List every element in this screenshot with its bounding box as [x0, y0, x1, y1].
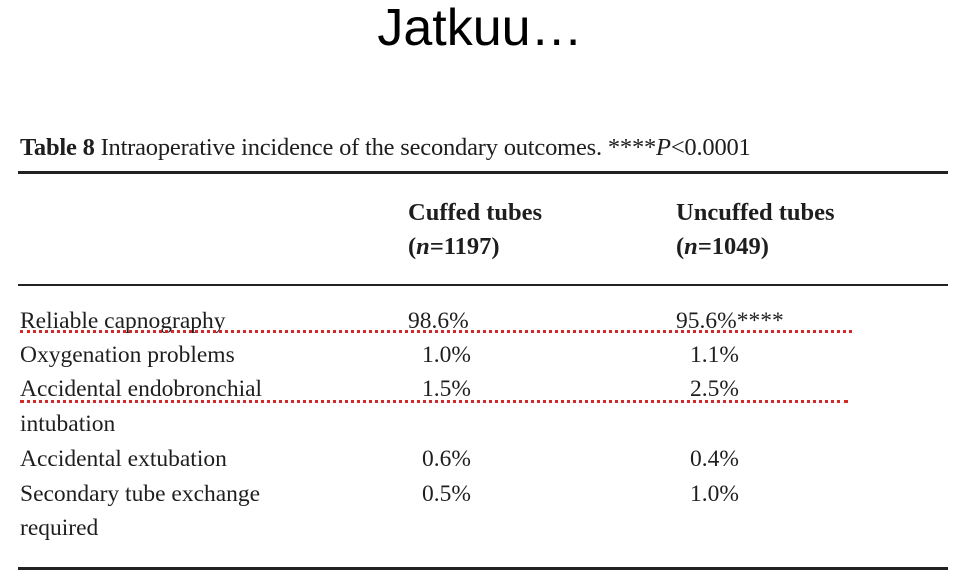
- caption-text: Intraoperative incidence of the secondar…: [100, 134, 657, 161]
- row-label-required: required: [20, 515, 99, 541]
- row-label-secondary-tube-exchange: Secondary tube exchange: [20, 481, 261, 507]
- cell-cuffed: 0.5%: [422, 481, 471, 507]
- slide-title: Jatkuu…: [377, 0, 583, 57]
- row-label-accidental-extubation: Accidental extubation: [20, 446, 227, 472]
- table-header-rule: [18, 284, 948, 286]
- table-caption: Table 8 Intraoperative incidence of the …: [20, 134, 751, 162]
- caption-p: P: [656, 134, 671, 161]
- cell-uncuffed: 95.6%****: [676, 308, 784, 334]
- column-header-cuffed: Cuffed tubes (n=1197): [408, 196, 542, 264]
- cell-cuffed: 98.6%: [408, 308, 469, 334]
- table-top-rule: [18, 171, 948, 174]
- highlight-underline: [20, 330, 852, 333]
- cell-cuffed: 0.6%: [422, 446, 471, 472]
- column-header-name: Cuffed tubes: [408, 199, 543, 226]
- cell-cuffed: 1.5%: [422, 376, 471, 402]
- table-figure: Table 8 Intraoperative incidence of the …: [0, 120, 960, 575]
- row-label-intubation: intubation: [20, 411, 116, 437]
- cell-uncuffed: 2.5%: [690, 376, 739, 402]
- caption-label: Table 8: [20, 134, 95, 161]
- row-label-accidental-endobronchial: Accidental endobronchial: [20, 376, 263, 402]
- cell-uncuffed: 0.4%: [690, 446, 739, 472]
- caption-tail: <0.0001: [670, 134, 751, 161]
- cell-uncuffed: 1.1%: [690, 342, 739, 368]
- column-header-name: Uncuffed tubes: [676, 199, 835, 226]
- table-bottom-rule: [18, 567, 948, 570]
- row-label-reliable-capnography: Reliable capnography: [20, 308, 226, 334]
- column-header-uncuffed: Uncuffed tubes (n=1049): [676, 196, 835, 264]
- row-label-oxygenation-problems: Oxygenation problems: [20, 342, 235, 368]
- column-header-n: (n=1197): [408, 233, 500, 260]
- highlight-underline: [20, 400, 848, 403]
- column-header-n: (n=1049): [676, 233, 769, 260]
- cell-uncuffed: 1.0%: [690, 481, 739, 507]
- cell-cuffed: 1.0%: [422, 342, 471, 368]
